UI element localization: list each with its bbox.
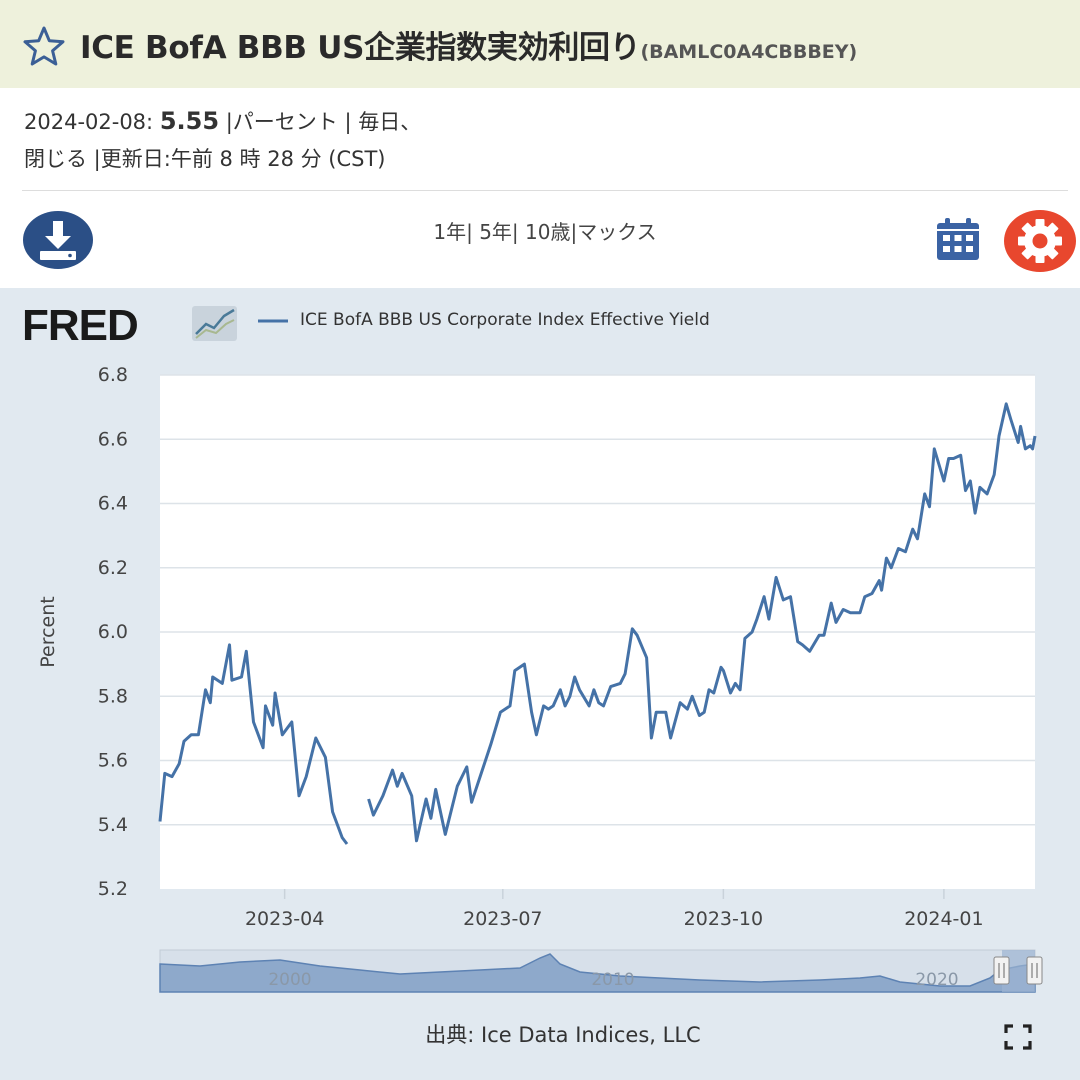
divider bbox=[22, 190, 1068, 191]
observation-line: 2024-02-08: 5.55 |パーセント | 毎日、 bbox=[24, 106, 421, 136]
y-tick-label: 5.6 bbox=[98, 750, 128, 772]
star-icon[interactable] bbox=[22, 24, 66, 68]
x-tick-label: 2024-01 bbox=[904, 908, 983, 930]
download-icon[interactable] bbox=[23, 211, 93, 269]
y-tick-label: 6.4 bbox=[98, 493, 128, 515]
source-credit: 出典: Ice Data Indices, LLC bbox=[425, 1023, 700, 1047]
range-selector: 1年| 5年| 10歳|マックス bbox=[0, 216, 1080, 245]
observation-value: 5.55 bbox=[159, 107, 220, 135]
observation-units: |パーセント | 毎日、 bbox=[219, 110, 422, 134]
y-tick-label: 5.4 bbox=[98, 814, 128, 836]
range-1y[interactable]: 1年| bbox=[433, 220, 473, 244]
navigator-year-2010: 2010 bbox=[591, 970, 634, 990]
calendar-icon[interactable] bbox=[935, 216, 981, 262]
y-axis-ticks: 5.2 5.4 5.6 5.8 6.0 6.2 6.4 6.6 6.8 bbox=[98, 364, 128, 900]
navigator-year-2000: 2000 bbox=[268, 970, 311, 990]
navigator-year-2020: 2020 bbox=[915, 970, 958, 990]
y-tick-label: 6.0 bbox=[98, 621, 128, 643]
y-tick-label: 6.6 bbox=[98, 428, 128, 450]
y-tick-label: 5.8 bbox=[98, 685, 128, 707]
series-line bbox=[158, 402, 1037, 845]
series-id: (BAMLC0A4CBBBEY) bbox=[640, 41, 858, 63]
y-tick-label: 6.2 bbox=[98, 557, 128, 579]
x-tick-label: 2023-10 bbox=[684, 908, 763, 930]
y-tick-label: 5.2 bbox=[98, 878, 128, 900]
navigator-handle-right[interactable] bbox=[1026, 956, 1043, 985]
y-axis-label: Percent bbox=[37, 596, 59, 668]
fred-logo: FRED bbox=[22, 301, 237, 350]
y-tick-label: 6.8 bbox=[98, 364, 128, 386]
series-title: ICE BofA BBB US企業指数実効利回り bbox=[80, 30, 641, 66]
legend-entry: ICE BofA BBB US Corporate Index Effectiv… bbox=[300, 310, 710, 330]
update-line: 閉じる |更新日:午前 8 時 28 分 (CST) bbox=[24, 147, 386, 171]
observation-date: 2024-02-08: bbox=[24, 110, 154, 134]
range-5y[interactable]: 5年| bbox=[472, 220, 519, 244]
fullscreen-icon[interactable] bbox=[1004, 1024, 1032, 1050]
navigator-handle-left[interactable] bbox=[993, 956, 1010, 985]
x-tick-label: 2023-07 bbox=[463, 908, 542, 930]
line-chart: FRED ICE BofA BBB US Corporate Index Eff… bbox=[22, 301, 1043, 1047]
x-axis-ticks: 2023-04 2023-07 2023-10 2024-01 bbox=[245, 889, 984, 930]
settings-gear-icon[interactable] bbox=[1004, 210, 1076, 272]
page-title: ICE BofA BBB US企業指数実効利回り(BAMLC0A4CBBBEY) bbox=[80, 22, 857, 67]
range-10y[interactable]: 10歳| bbox=[518, 220, 578, 244]
svg-text:FRED: FRED bbox=[22, 301, 138, 350]
header-bar: ICE BofA BBB US企業指数実効利回り(BAMLC0A4CBBBEY) bbox=[0, 0, 1080, 88]
x-tick-label: 2023-04 bbox=[245, 908, 324, 930]
range-navigator[interactable]: 2000 2010 2020 bbox=[159, 949, 1043, 993]
range-max[interactable]: マックス bbox=[577, 220, 657, 244]
